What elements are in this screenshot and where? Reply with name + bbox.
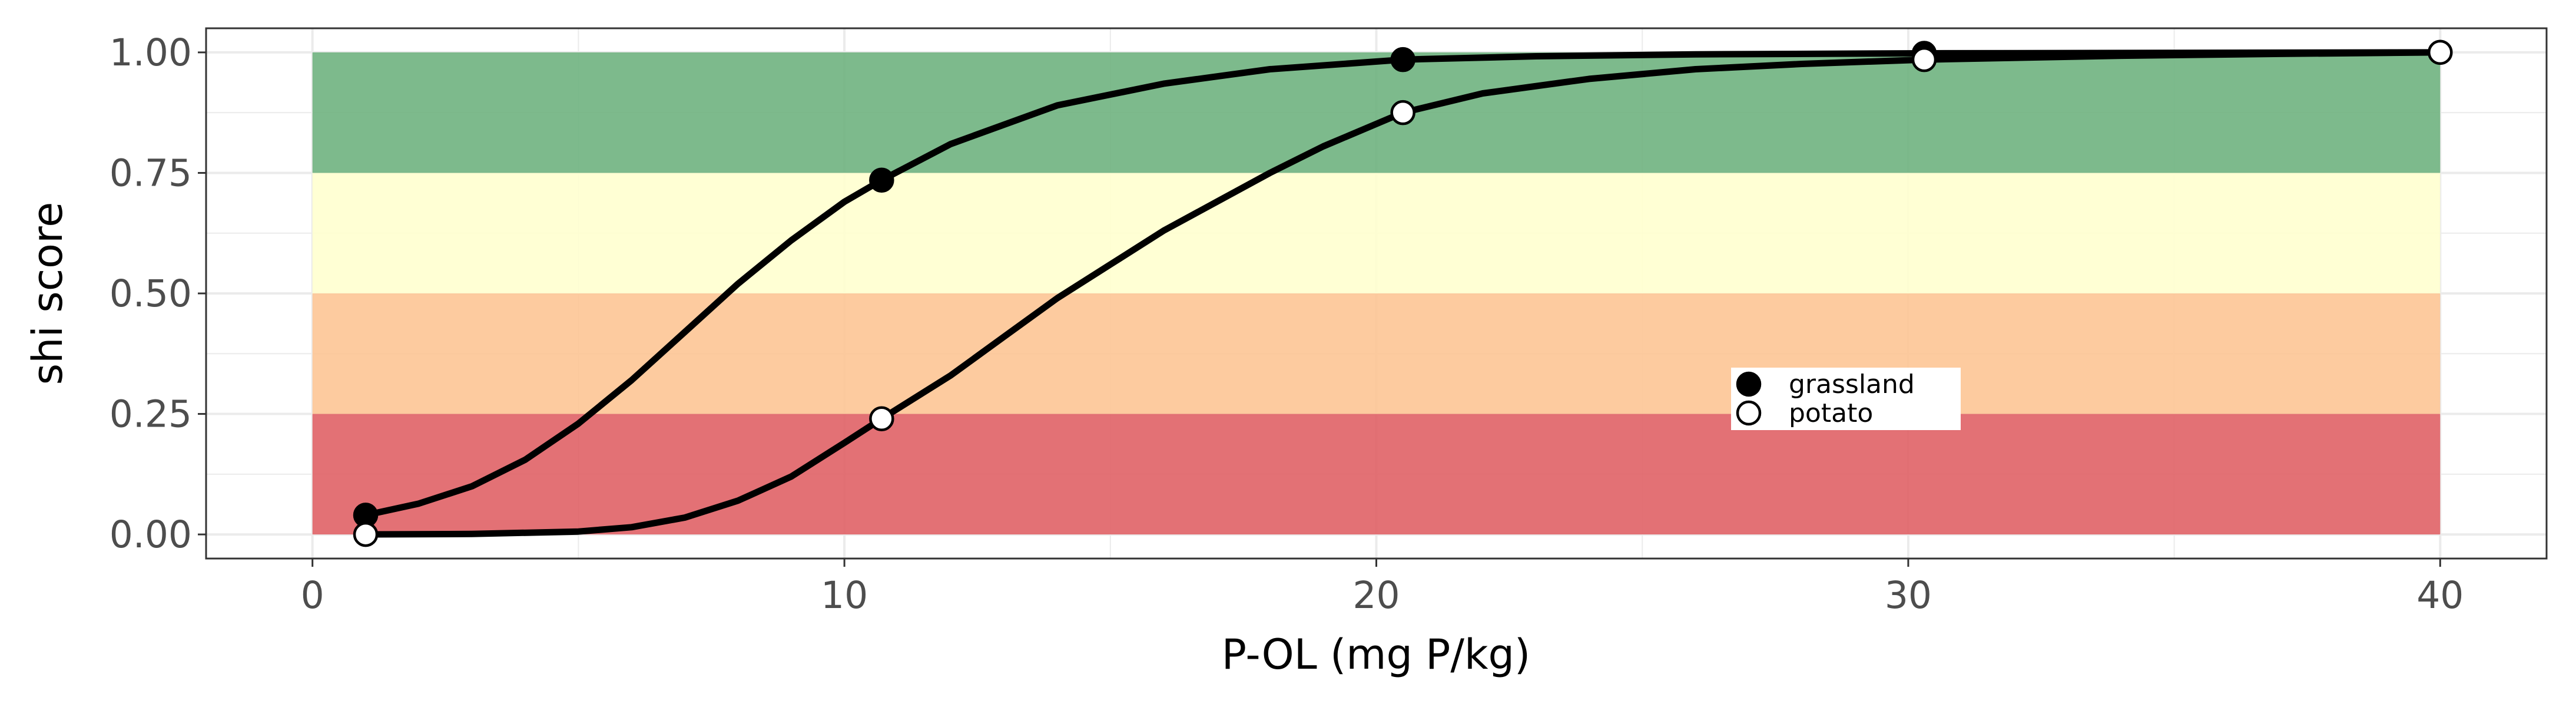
score-band-0 bbox=[312, 414, 2441, 535]
y-axis-title: shi score bbox=[24, 202, 72, 385]
point-potato bbox=[1390, 100, 1415, 125]
point-potato bbox=[869, 406, 894, 431]
legend-label-potato: potato bbox=[1789, 398, 1873, 428]
y-axis: 0.00 0.25 0.50 0.75 1.00 bbox=[110, 31, 206, 556]
x-tick-label: 40 bbox=[2416, 574, 2464, 617]
y-tick-label: 0.00 bbox=[110, 513, 192, 556]
score-band-2 bbox=[312, 173, 2441, 293]
score-band-3 bbox=[312, 52, 2441, 173]
curve-potato bbox=[362, 49, 2444, 538]
score-band-1 bbox=[312, 293, 2441, 414]
point-potato bbox=[353, 521, 379, 547]
x-axis: 0 10 20 30 40 bbox=[301, 559, 2464, 617]
point-potato bbox=[2428, 39, 2453, 65]
series-points bbox=[353, 39, 2453, 547]
x-tick-label: 20 bbox=[1352, 574, 1400, 617]
point-grassland bbox=[1390, 47, 1415, 72]
x-tick-label: 0 bbox=[301, 574, 324, 617]
x-axis-title: P-OL (mg P/kg) bbox=[1222, 630, 1531, 679]
score-bands bbox=[312, 52, 2441, 535]
y-tick-label: 1.00 bbox=[110, 31, 192, 74]
y-tick-label: 0.75 bbox=[110, 151, 192, 194]
y-tick-label: 0.50 bbox=[110, 272, 192, 315]
legend-key-grassland bbox=[1736, 371, 1762, 397]
x-tick-label: 30 bbox=[1885, 574, 1932, 617]
y-tick-label: 0.25 bbox=[110, 393, 192, 436]
legend-background bbox=[1731, 368, 1961, 430]
legend-label-grassland: grassland bbox=[1789, 369, 1915, 399]
point-grassland bbox=[869, 167, 894, 193]
point-potato bbox=[1911, 47, 1937, 72]
x-tick-label: 10 bbox=[821, 574, 868, 617]
plot-area bbox=[205, 27, 2548, 560]
legend-key-potato bbox=[1736, 400, 1762, 426]
